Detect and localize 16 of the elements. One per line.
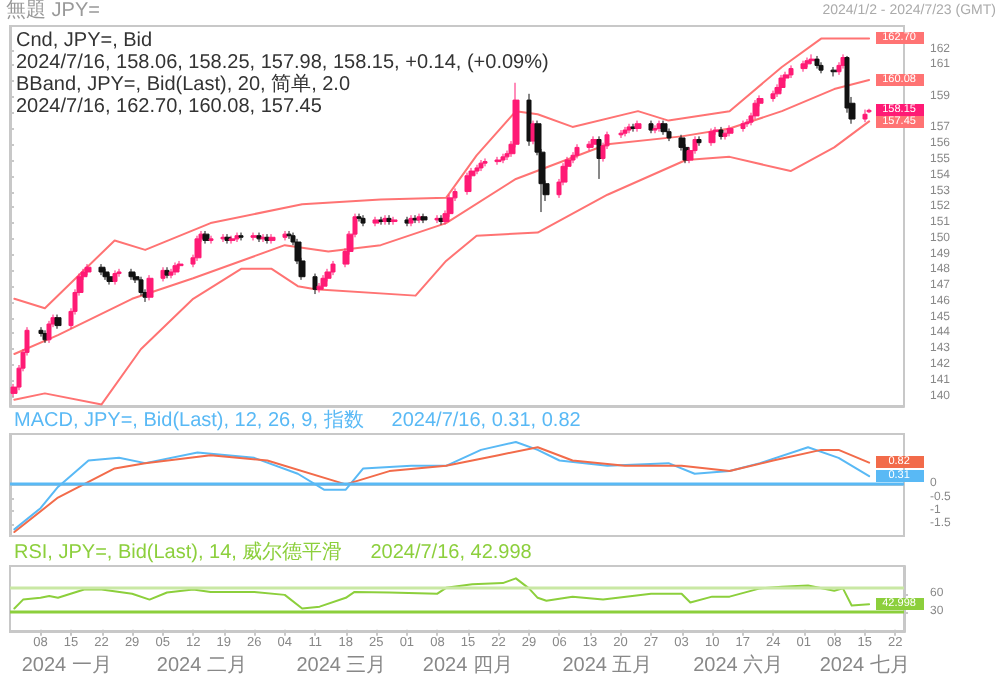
x2-tick-label: 2024 三月 [296, 655, 387, 677]
x2-tick-label: 2024 一月 [21, 655, 112, 677]
text: MACD, JPY=, Bid(Last), 12, 26, 9, 指数 [14, 410, 364, 432]
annotation: BBand, JPY=, Bid(Last), 20, 简单, 2.0 [16, 74, 351, 96]
x2-tick-label: 2024 五月 [562, 655, 653, 677]
text: 2024/7/16, 42.998 [370, 542, 532, 564]
annotation: 2024/7/16, 162.70, 160.08, 157.45 [16, 96, 322, 118]
annotation: Cnd, JPY=, Bid [16, 30, 153, 52]
x2-tick-label: 2024 二月 [156, 655, 247, 677]
chart-title: 無題 JPY= [6, 0, 100, 22]
annotation: 2024/7/16, 158.06, 158.25, 157.98, 158.15, +0.14, (+0.09%) [16, 52, 549, 74]
text: RSI, JPY=, Bid(Last), 14, 威尔德平滑 [14, 542, 343, 564]
x2-tick-label: 2024 四月 [422, 655, 513, 677]
x2-tick-label: 2024 六月 [693, 653, 784, 677]
x2-tick-label: 2024 七月 [819, 653, 910, 677]
text: 2024/7/16, 0.31, 0.82 [391, 410, 581, 432]
